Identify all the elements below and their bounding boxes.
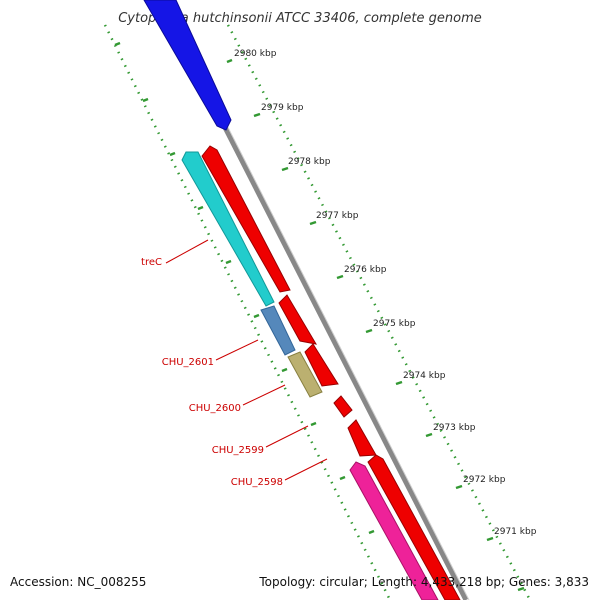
- map-title: Cytophaga hutchinsonii ATCC 33406, compl…: [118, 11, 482, 26]
- gene-label-CHU_2598: CHU_2598: [231, 477, 283, 488]
- tick-label-2978: 2978 kbp: [288, 157, 331, 167]
- feature-CHU_2598: [349, 461, 439, 600]
- leader-CHU_2598: [284, 458, 328, 481]
- feature-CHU_2600: [287, 351, 323, 398]
- gene-label-CHU_2601: CHU_2601: [162, 357, 214, 368]
- feature-CHU_2599: [347, 419, 377, 457]
- forward-feature-4: [333, 395, 353, 418]
- tick-label-2972: 2972 kbp: [463, 475, 506, 485]
- feature-CHU_2601: [260, 305, 296, 356]
- leader-CHU_2600: [242, 384, 286, 406]
- leader-CHU_2599: [265, 425, 309, 448]
- gene-label-CHU_2600: CHU_2600: [189, 403, 241, 414]
- inner-tick-marks: [114, 41, 375, 535]
- outer-tick-marks: [226, 58, 525, 592]
- leader-CHU_2601: [215, 339, 259, 361]
- tick-label-2975: 2975 kbp: [373, 319, 416, 329]
- tick-label-2973: 2973 kbp: [433, 423, 476, 433]
- summary-text: Topology: circular; Length: 4,433,218 bp…: [258, 575, 589, 589]
- accession-text: Accession: NC_008255: [10, 575, 146, 589]
- gene-label-treC: treC: [141, 257, 162, 268]
- inner-scale-arc: [103, 24, 392, 600]
- feature-treC: [181, 151, 275, 307]
- tick-label-2971: 2971 kbp: [494, 527, 537, 537]
- forward-feature-2: [278, 294, 317, 345]
- forward-feature-3: [304, 343, 339, 387]
- tick-label-2980: 2980 kbp: [234, 49, 277, 59]
- outer-scale-arc: [226, 24, 532, 600]
- tick-label-2974: 2974 kbp: [403, 371, 446, 381]
- tick-label-2979: 2979 kbp: [261, 103, 304, 113]
- leader-treC: [165, 239, 209, 264]
- reverse-feature-blue: [143, 0, 232, 131]
- tick-label-2977: 2977 kbp: [316, 211, 359, 221]
- gene-label-CHU_2599: CHU_2599: [212, 445, 264, 456]
- forward-feature-6: [367, 454, 461, 600]
- tick-label-2976: 2976 kbp: [344, 265, 387, 275]
- forward-feature-1: [201, 145, 291, 293]
